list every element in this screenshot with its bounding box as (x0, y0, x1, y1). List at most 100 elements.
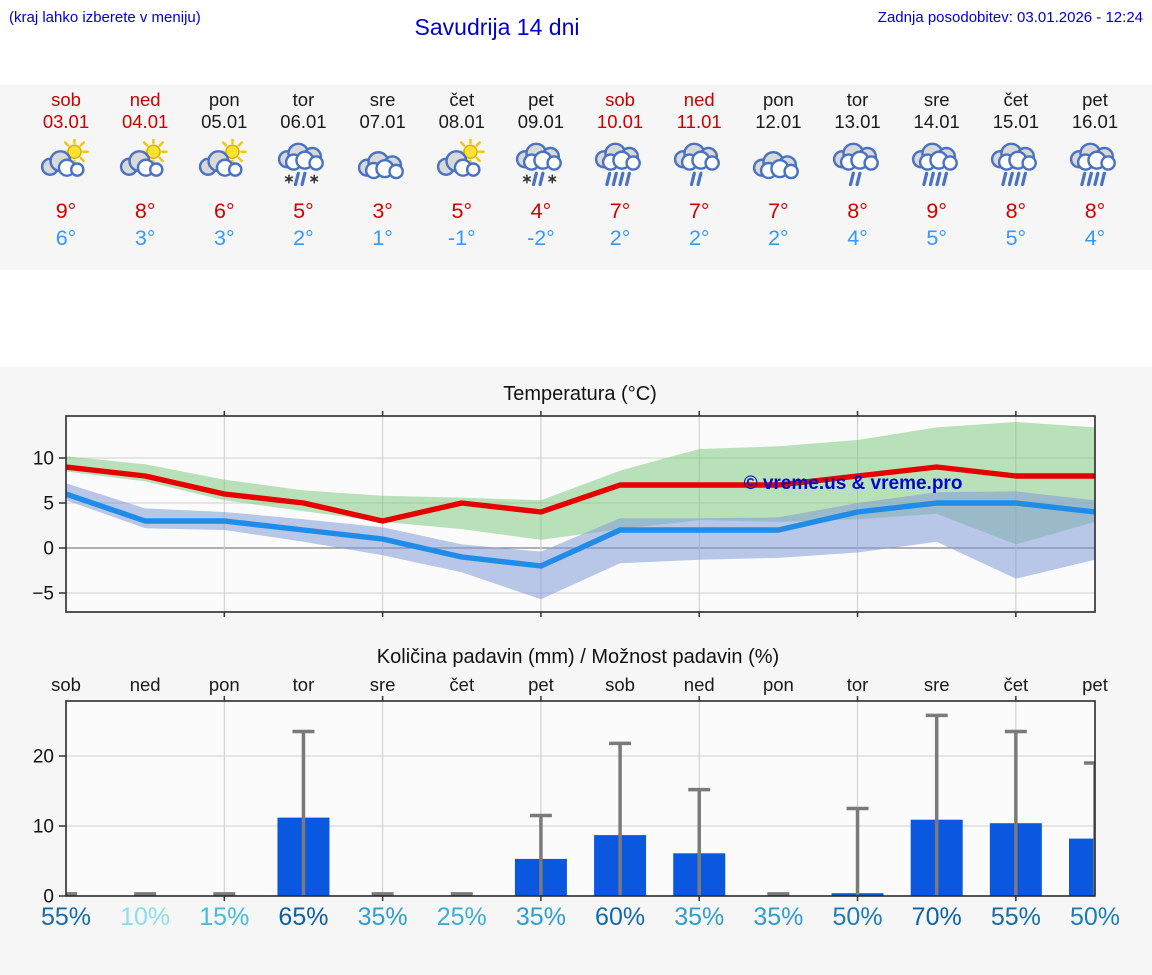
precip-day-label: tor (292, 674, 315, 695)
temp-max: 5° (451, 199, 473, 223)
precip-day-label: sob (605, 674, 635, 695)
page-title: Savudrija 14 dni (414, 14, 580, 40)
precip-probability-label: 35% (515, 903, 566, 931)
temp-max: 6° (214, 199, 235, 223)
temp-axis-tick-label: −5 (32, 584, 54, 605)
precip-day-label: čet (1003, 674, 1029, 695)
partly-sunny-icon (194, 137, 254, 187)
day-date: 04.01 (121, 111, 169, 132)
precip-probability-label: 15% (199, 903, 250, 931)
temp-min: 2° (609, 226, 631, 250)
day-name: ned (683, 89, 715, 110)
temp-axis-tick-label: 10 (33, 449, 54, 470)
temp-max: 4° (530, 199, 552, 223)
day-name: pon (762, 89, 794, 110)
temp-min: 3° (214, 226, 235, 250)
last-updated: Zadnja posodobitev: 03.01.2026 - 12:24 (877, 9, 1143, 26)
day-name: sob (605, 89, 635, 110)
light-rain-icon (669, 139, 729, 187)
rain-icon (590, 139, 650, 187)
temp-min: 2° (768, 226, 789, 250)
day-date: 11.01 (676, 111, 722, 132)
location-hint: (kraj lahko izberete v meniju) (9, 9, 201, 26)
temp-axis-tick-label: 0 (43, 539, 54, 560)
precip-probability-label: 50% (1069, 903, 1121, 931)
precip-probability-label: 65% (278, 903, 329, 931)
precip-probability-label: 60% (595, 903, 646, 931)
temp-min: 6° (55, 226, 77, 250)
day-name: tor (292, 89, 315, 110)
precip-day-label: pon (208, 674, 240, 695)
temp-max: 7° (768, 199, 789, 223)
temperature-chart: © vreme.us & vreme.pro 10 5 0 −5 (32, 411, 1096, 617)
rain-icon (1065, 139, 1125, 187)
temp-max: 7° (688, 199, 710, 223)
temp-min: -1° (447, 226, 476, 250)
temp-min: 4° (1084, 226, 1106, 250)
precip-day-label: pet (528, 674, 554, 695)
precip-bar (1069, 838, 1095, 896)
precip-probability-label: 35% (357, 903, 408, 931)
cloudy-icon (748, 139, 808, 187)
precip-probability-label: 35% (674, 903, 725, 931)
watermark: © vreme.us & vreme.pro (744, 473, 963, 494)
precip-probability-label: 35% (753, 903, 804, 931)
rain-icon (907, 139, 967, 187)
sleet-icon (273, 139, 333, 187)
day-date: 06.01 (280, 111, 327, 132)
rain-icon (986, 139, 1046, 187)
temp-min: 5° (1005, 226, 1027, 250)
sleet-icon (511, 139, 571, 187)
forecast-strip: sob 03.01 9° 6° ned 04.01 8° 3° pon 05.01 6° 3° tor 0… (0, 85, 1152, 270)
precip-probability-label: 55% (990, 903, 1041, 931)
precip-day-label: ned (129, 674, 161, 695)
temp-min: 5° (926, 226, 947, 250)
day-date: 07.01 (359, 111, 406, 132)
day-name: pet (1082, 89, 1108, 110)
temp-min: -2° (527, 226, 555, 250)
temp-min: 4° (847, 226, 868, 250)
day-name: sob (51, 89, 81, 110)
precip-probability-label: 70% (911, 903, 962, 931)
precipitation-chart: 0 10 20 (33, 696, 1096, 905)
precip-axis-tick-label: 10 (33, 817, 54, 838)
temp-max: 7° (609, 199, 631, 223)
precip-day-label: tor (846, 674, 869, 695)
temp-max: 8° (847, 199, 868, 223)
precip-day-label: čet (449, 674, 475, 695)
day-date: 16.01 (1071, 111, 1119, 132)
partly-sunny-icon (36, 137, 96, 187)
precip-probability-label: 55% (40, 903, 92, 931)
day-date: 10.01 (596, 111, 644, 132)
precip-probability-label: 10% (120, 903, 171, 931)
light-rain-icon (828, 139, 888, 187)
precip-day-label: sob (51, 674, 81, 695)
temp-min: 2° (688, 226, 710, 250)
day-name: pon (208, 89, 240, 110)
day-name: sre (923, 89, 950, 110)
day-date: 08.01 (438, 111, 485, 132)
forecast-strip-background (0, 85, 1152, 270)
cloudy-icon (353, 139, 413, 187)
temp-max: 8° (1084, 199, 1106, 223)
day-date: 15.01 (992, 111, 1039, 132)
precip-day-label: pon (762, 674, 794, 695)
temp-min: 1° (372, 226, 393, 250)
day-date: 12.01 (755, 111, 802, 132)
precip-day-label: sre (369, 674, 396, 695)
temp-max: 8° (134, 199, 156, 223)
day-name: čet (449, 89, 475, 110)
partly-sunny-icon (432, 137, 492, 187)
precip-day-label: pet (1082, 674, 1108, 695)
precip-day-label: sre (923, 674, 950, 695)
temp-max: 9° (55, 199, 77, 223)
day-date: 09.01 (517, 111, 565, 132)
precipitation-chart-title: Količina padavin (mm) / Možnost padavin … (376, 646, 780, 668)
temp-max: 3° (372, 199, 393, 223)
temp-max: 8° (1005, 199, 1027, 223)
day-name: tor (846, 89, 869, 110)
precip-probability-label: 50% (832, 903, 883, 931)
partly-sunny-icon (115, 137, 175, 187)
day-name: čet (1003, 89, 1029, 110)
